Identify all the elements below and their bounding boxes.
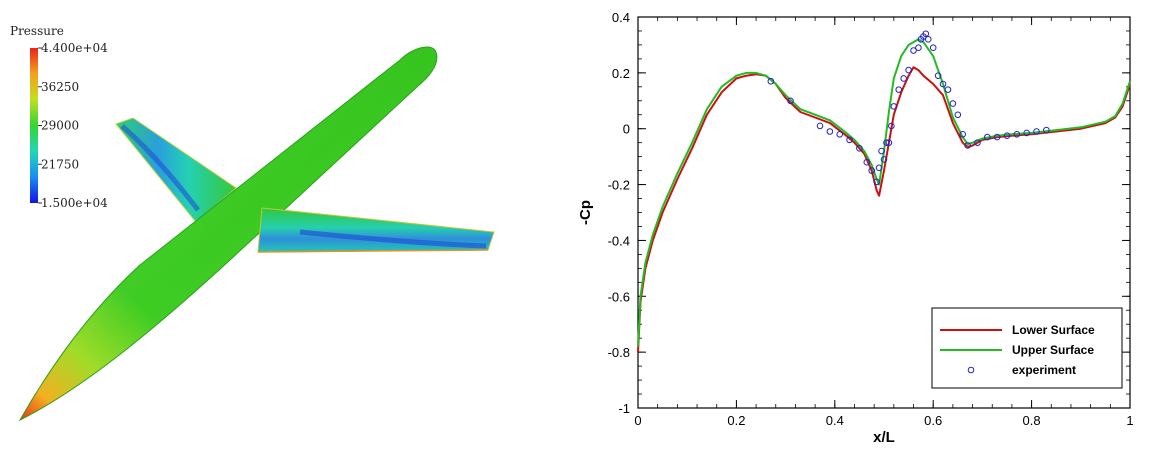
experiment-point — [856, 144, 863, 152]
colorbar-tick-label: 36250 — [41, 80, 79, 94]
y-tick-label: -0.6 — [608, 289, 630, 304]
experiment-point — [880, 156, 888, 163]
experiment-point — [905, 66, 912, 74]
experiment-point — [910, 47, 917, 54]
x-tick-label: 0.2 — [727, 413, 745, 428]
experiment-point — [767, 77, 775, 85]
y-tick-label: 0.4 — [612, 10, 630, 25]
chart-legend: Lower Surface Upper Surface experiment — [931, 307, 1123, 389]
experiment-point — [826, 128, 834, 135]
x-tick-label: 0 — [634, 413, 641, 428]
chart-series — [637, 30, 1131, 353]
experiment-point — [1033, 128, 1040, 135]
experiment-point — [816, 122, 824, 130]
experiment-point — [890, 103, 898, 110]
y-tick-label: -1 — [618, 401, 630, 416]
cp-chart: 0 0.2 0.4 0.6 0.8 1-1-0.8-0.6-0.4-0.200.20.4 … — [577, 10, 1134, 446]
x-tick-label: 0.8 — [1023, 413, 1041, 428]
experiment-point — [836, 131, 844, 138]
upper-surface-line — [637, 38, 1131, 347]
x-tick-label: 0.4 — [826, 413, 844, 428]
y-tick-label: 0.2 — [612, 66, 630, 81]
x-tick-label: 1 — [1126, 413, 1133, 428]
experiment-point — [846, 136, 853, 144]
left-wing — [115, 117, 237, 223]
experiment-point — [934, 72, 942, 79]
experiment-point — [964, 142, 971, 149]
experiment-point — [974, 139, 981, 146]
experiment-point — [944, 86, 952, 93]
experiment-point — [924, 36, 932, 43]
y-tick-label: 0 — [623, 122, 630, 137]
x-axis-label: x/L — [873, 429, 895, 446]
legend-label: Lower Surface — [1012, 323, 1095, 337]
legend-swatch — [967, 366, 975, 374]
experiment-point — [939, 80, 947, 88]
experiment-point — [868, 167, 876, 174]
colorbar-tick-label: 21750 — [41, 157, 79, 171]
experiment-point — [878, 147, 885, 155]
experiment-point — [1013, 131, 1021, 138]
experiment-point — [883, 139, 890, 146]
experiment-point — [949, 100, 957, 107]
y-tick-label: -0.4 — [608, 233, 630, 248]
experiment-point — [885, 139, 893, 146]
colorbar-tick-label: 4.400e+04 — [41, 41, 108, 55]
experiment-point — [787, 97, 794, 105]
colorbar-tick-label: 1.500e+04 — [41, 196, 108, 210]
experiment-point — [873, 178, 880, 186]
y-tick-label: -0.8 — [608, 345, 630, 360]
colorbar-gradient — [30, 48, 38, 203]
experiment-point — [954, 111, 962, 119]
x-tick-label: 0.6 — [924, 413, 942, 428]
experiment-point — [915, 44, 922, 52]
y-tick-label: -0.2 — [608, 178, 630, 193]
colorbar-tick-label: 29000 — [41, 119, 79, 133]
experiment-point — [895, 86, 903, 93]
y-axis-label: -Cp — [577, 200, 594, 225]
experiment-point — [922, 30, 930, 38]
cp-chart-panel: 0 0.2 0.4 0.6 0.8 1 -1 -0.8 -0.6 -0.4 -0.2 0 0.2 0.4 … — [560, 0, 1154, 450]
experiment-point — [863, 158, 871, 166]
chart-axes: 0 0.2 0.4 0.6 0.8 1 -1 -0.8 -0.6 -0.4 -0.2 0 0.2 0.4 — [608, 10, 1134, 428]
experiment-point — [993, 133, 1001, 141]
experiment-point — [1023, 129, 1030, 137]
experiment-point — [984, 133, 991, 141]
experiment-point — [1043, 126, 1050, 134]
experiment-point — [1003, 132, 1011, 139]
legend-box — [931, 307, 1123, 389]
experiment-point — [888, 122, 895, 130]
legend-label: experiment — [1012, 363, 1076, 377]
experiment-point — [875, 164, 883, 172]
colorbar-title: Pressure — [10, 24, 64, 38]
experiment-point — [959, 131, 967, 138]
pressure-colorbar: Pressure 4.400e+04 36250 29000 21750 1.500e+… — [10, 24, 108, 210]
legend-label: Upper Surface — [1012, 343, 1094, 357]
experiment-point — [929, 44, 937, 52]
pressure-rendering-panel: Pressure 4.400e+04 36250 29000 21750 1.500e+… — [0, 0, 560, 450]
experiment-point — [900, 75, 907, 82]
aircraft-pressure-rendering: Pressure 4.400e+04 36250 29000 21750 1.500e+… — [10, 24, 495, 422]
